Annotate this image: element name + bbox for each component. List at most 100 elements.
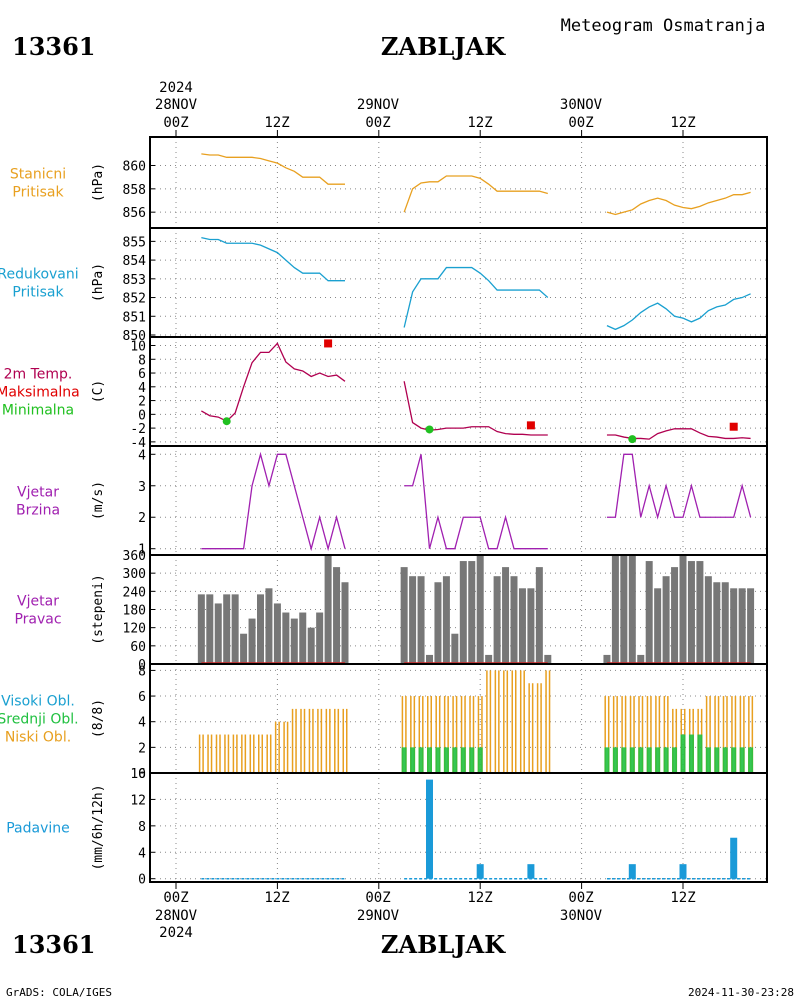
y-tick-label: 8 (138, 664, 146, 679)
panel-wind_direction: 0 60 120 180 240 300 360 (stepeni) Vjetar Pravac (14, 549, 768, 673)
bottom-axis-tick-4: 12Z (467, 890, 492, 906)
bottom-axis-date-3: 30NOV (560, 908, 603, 924)
series-line (201, 153, 345, 185)
cloud-bar-low (528, 683, 530, 773)
y-tick-label: 8 (138, 820, 146, 835)
y-axis-label: (mm/6h/12h) (91, 784, 106, 870)
cloud-bar-low (269, 734, 272, 773)
top-axis-tick-2: 12Z (264, 115, 289, 131)
y-tick-label: 4 (138, 381, 146, 396)
cloud-bar-low (291, 708, 294, 773)
y-tick-label: 8 (138, 353, 146, 368)
winddir-bar (409, 576, 417, 664)
y-tick-label: 6 (138, 690, 146, 705)
cloud-bar-low (405, 696, 407, 773)
cloud-bar-low (469, 696, 471, 773)
winddir-bar (493, 576, 501, 664)
cloud-bar-low (236, 734, 238, 773)
cloud-bar-mid (714, 747, 720, 773)
y-tick-label: 12 (130, 793, 146, 808)
cloud-bar-mid (672, 747, 678, 773)
cloud-bar-mid (638, 747, 644, 773)
cloud-bar-mid (697, 734, 703, 773)
cloud-bar-low (489, 670, 492, 773)
cloud-bar-low (320, 708, 323, 773)
top-axis-tick-6: 12Z (670, 115, 695, 131)
cloud-bar-mid (646, 747, 652, 773)
cloud-bar-low (329, 708, 331, 773)
winddir-bar (426, 654, 433, 664)
cloud-bar-low (607, 696, 610, 773)
tmin-marker (222, 417, 231, 426)
panels-group: 856858860(hPa)StanicniPritisak8508518528… (0, 130, 768, 889)
winddir-bar (687, 561, 695, 664)
panel-label: 2m Temp. (4, 367, 73, 383)
cloud-bar-low (612, 696, 615, 773)
cloud-bar-low (435, 696, 437, 773)
winddir-bar (502, 567, 510, 664)
panel-frame (149, 136, 768, 229)
winddir-bar (628, 555, 636, 664)
winddir-bar (671, 567, 679, 664)
y-tick-label: 850 (123, 329, 146, 344)
series-line (201, 451, 346, 552)
cloud-bar-low (548, 670, 551, 773)
winddir-bar (738, 588, 746, 664)
panel-label: Maksimalna (0, 385, 80, 401)
cloud-bar-low (638, 696, 640, 773)
cloud-bar-mid (435, 747, 441, 773)
bottom-axis-tick-2: 12Z (264, 890, 289, 906)
cloud-bar-low (325, 708, 328, 773)
y-tick-label: 0 (138, 873, 146, 888)
y-axis-label: (stepeni) (91, 574, 106, 644)
cloud-bar-low (486, 670, 488, 773)
y-axis-label: (8/8) (91, 699, 106, 738)
series-line (606, 293, 751, 331)
cloud-bar-low (410, 696, 412, 773)
cloud-bar-low (675, 708, 678, 773)
winddir-bar (696, 561, 704, 664)
cloud-bar-low (253, 734, 255, 773)
tmin-marker (628, 435, 637, 444)
y-tick-label: 2 (138, 395, 146, 410)
y-tick-label: 0 (138, 767, 146, 782)
panel-label: Pritisak (12, 285, 64, 301)
winddir-bar (273, 603, 281, 664)
cloud-bar-low (317, 708, 319, 773)
cloud-bar-mid (688, 734, 694, 773)
y-tick-label: 360 (123, 549, 146, 564)
winddir-bar (451, 633, 459, 664)
cloud-bar-low (342, 708, 344, 773)
cloud-bar-low (249, 734, 252, 773)
cloud-bar-low (506, 670, 509, 773)
y-axis-label: (hPa) (91, 163, 106, 202)
winddir-bar (620, 555, 628, 664)
bottom-axis-date-2: 29NOV (357, 908, 400, 924)
winddir-bar (400, 567, 408, 664)
cloud-bar-low (413, 696, 416, 773)
y-tick-label: 4 (138, 448, 146, 463)
y-axis-label: (C) (91, 380, 106, 403)
panel-label: Pravac (14, 612, 61, 628)
winddir-bar (485, 654, 493, 664)
y-tick-label: 120 (123, 622, 146, 637)
y-tick-label: 852 (123, 292, 146, 307)
cloud-bar-low (460, 696, 463, 773)
cloud-bar-low (751, 696, 754, 773)
y-tick-label: 2 (138, 741, 146, 756)
cloud-bar-low (244, 734, 247, 773)
cloud-bar-mid (460, 747, 466, 773)
cloud-bar-low (452, 696, 454, 773)
y-tick-label: 1 (138, 543, 146, 558)
winddir-bar (654, 588, 662, 664)
panel-wind_speed: 1 2 3 4 (m/s) Vjetar Brzina (16, 445, 768, 558)
y-tick-label: 853 (123, 273, 146, 288)
panel-frame (149, 445, 768, 556)
cloud-bar-low (447, 696, 449, 773)
winddir-bar (206, 594, 214, 664)
winddir-bar (535, 567, 543, 664)
winddir-bar (645, 561, 653, 664)
timestamp-text: 2024-11-30-23:28 (688, 986, 794, 999)
series-line (403, 175, 548, 213)
y-tick-label: 10 (130, 340, 146, 355)
